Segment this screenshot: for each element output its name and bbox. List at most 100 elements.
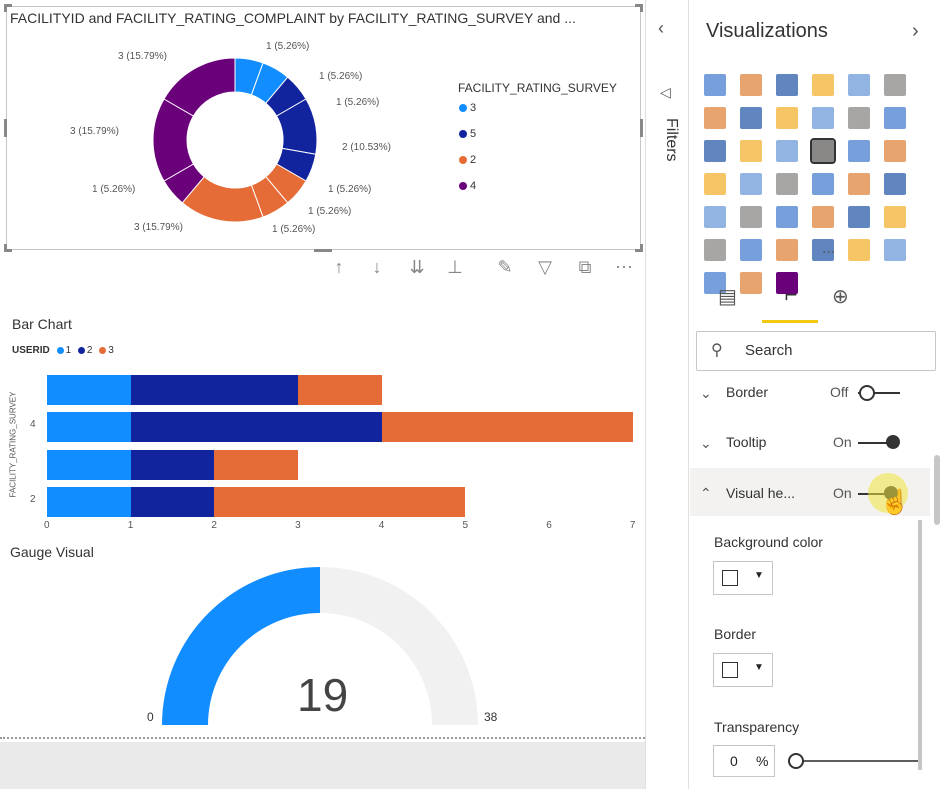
more-options-icon[interactable]: ⋯ [615, 257, 633, 277]
donut-chart[interactable] [140, 45, 330, 235]
more-visuals-icon[interactable]: ... [822, 240, 836, 257]
visual-type-icon[interactable] [812, 173, 834, 195]
chevron-right-icon[interactable]: › [912, 20, 919, 42]
filters-label[interactable]: Filters [663, 118, 680, 162]
resize-handle[interactable] [635, 249, 643, 252]
visual-type-icon[interactable] [884, 173, 906, 195]
transparency-input[interactable]: 0 % [713, 745, 775, 777]
bar-segment[interactable] [47, 450, 131, 480]
visual-type-icon[interactable] [704, 239, 726, 261]
visual-type-icon[interactable] [704, 74, 726, 96]
fields-tab-icon[interactable]: ▤ [718, 286, 737, 308]
drill-up-icon[interactable]: ↑ [334, 257, 344, 277]
visual-type-icon[interactable] [704, 140, 726, 162]
viz-pane-scrollbar[interactable] [934, 455, 940, 525]
resize-handle[interactable] [640, 244, 643, 252]
donut-slice[interactable] [163, 57, 236, 117]
visual-type-icon[interactable] [848, 107, 870, 129]
legend-label[interactable]: 2 [86, 345, 93, 356]
transparency-slider-track[interactable] [790, 760, 918, 762]
visual-type-icon[interactable] [776, 239, 798, 261]
visual-type-icon[interactable] [884, 107, 906, 129]
focus-mode-icon[interactable]: ⧉ [578, 257, 592, 277]
donut-legend-item[interactable]: 5 [459, 128, 476, 140]
visual-type-icon[interactable] [740, 107, 762, 129]
visual-type-icon[interactable] [776, 272, 798, 294]
resize-handle[interactable] [4, 244, 7, 252]
legend-label[interactable]: 1 [65, 345, 72, 356]
visual-type-icon[interactable] [740, 206, 762, 228]
bar-segment[interactable] [130, 412, 382, 442]
visual-type-icon[interactable] [848, 140, 870, 162]
bar-segment[interactable] [381, 412, 633, 442]
donut-visual[interactable] [4, 4, 643, 252]
format-search-box[interactable]: ⚲ Search [696, 331, 936, 371]
expand-hierarchy-icon[interactable]: ⊥ [447, 257, 463, 277]
visual-type-icon[interactable] [704, 173, 726, 195]
visual-type-icon[interactable] [776, 74, 798, 96]
gauge-chart[interactable] [160, 565, 480, 725]
visual-type-icon[interactable] [884, 140, 906, 162]
visual-type-icon[interactable] [776, 107, 798, 129]
transparency-slider-thumb[interactable] [788, 753, 804, 769]
tooltip-toggle[interactable] [858, 442, 894, 444]
visual-type-icon[interactable] [740, 272, 762, 294]
toggle-knob[interactable] [886, 435, 900, 449]
legend-label[interactable]: 3 [108, 345, 114, 356]
resize-handle[interactable] [635, 4, 643, 7]
toggle-knob[interactable] [859, 385, 875, 401]
visual-type-icon[interactable] [740, 173, 762, 195]
visual-type-icon[interactable] [776, 140, 798, 162]
visual-type-icon[interactable] [884, 206, 906, 228]
visual-type-icon[interactable] [812, 74, 834, 96]
visual-type-icon[interactable] [848, 239, 870, 261]
pin-icon[interactable]: ✎ [497, 257, 513, 277]
expand-all-icon[interactable]: ⇊ [409, 257, 425, 277]
bar-segment[interactable] [130, 375, 299, 405]
visual-type-icon[interactable] [810, 138, 836, 164]
donut-legend-item[interactable]: 4 [459, 180, 476, 192]
visual-type-icon[interactable] [776, 206, 798, 228]
border-color-picker[interactable]: ▼ [713, 653, 773, 687]
bar-segment[interactable] [214, 450, 299, 480]
bar-segment[interactable] [47, 412, 131, 442]
visual-type-icon[interactable] [776, 173, 798, 195]
visual-type-icon[interactable] [848, 74, 870, 96]
resize-handle[interactable] [640, 119, 643, 137]
visual-type-icon[interactable] [812, 206, 834, 228]
visual-type-icon[interactable] [848, 206, 870, 228]
bar-segment[interactable] [130, 487, 215, 517]
visual-type-icon[interactable] [884, 239, 906, 261]
resize-handle[interactable] [314, 249, 332, 252]
resize-handle[interactable] [4, 4, 12, 7]
visual-type-icon[interactable] [848, 173, 870, 195]
visual-type-icon[interactable] [812, 239, 834, 261]
donut-legend-item[interactable]: 2 [459, 154, 476, 166]
visual-type-icon[interactable] [740, 140, 762, 162]
visual-type-icon[interactable] [812, 107, 834, 129]
collapse-left-icon[interactable]: ‹ [658, 18, 664, 38]
drill-down-icon[interactable]: ↓ [372, 257, 382, 277]
bar-segment[interactable] [298, 375, 382, 405]
filter-icon[interactable]: ▽ [538, 257, 552, 277]
analytics-tab-icon[interactable]: ⊕ [832, 286, 849, 308]
resize-handle[interactable] [4, 249, 12, 252]
bar-segment[interactable] [47, 487, 131, 517]
format-paint-roller-icon[interactable]: ⌐ [784, 282, 798, 307]
format-pane-scrollbar[interactable] [918, 520, 922, 770]
visual-type-icon[interactable] [740, 239, 762, 261]
border-section[interactable]: ⌄ Border Off [698, 380, 928, 410]
visual-type-icon[interactable] [704, 206, 726, 228]
bar-segment[interactable] [47, 375, 131, 405]
visual-type-icon[interactable] [884, 74, 906, 96]
resize-handle[interactable] [640, 4, 643, 12]
visual-type-icon[interactable] [704, 107, 726, 129]
bar-segment[interactable] [130, 450, 215, 480]
tooltip-section[interactable]: ⌄ Tooltip On [698, 430, 928, 460]
visual-type-icon[interactable] [704, 272, 726, 294]
donut-legend-item[interactable]: 3 [459, 102, 476, 114]
resize-handle[interactable] [4, 4, 7, 12]
border-toggle[interactable] [858, 392, 900, 394]
resize-handle[interactable] [4, 119, 7, 137]
visual-type-icon[interactable] [740, 74, 762, 96]
